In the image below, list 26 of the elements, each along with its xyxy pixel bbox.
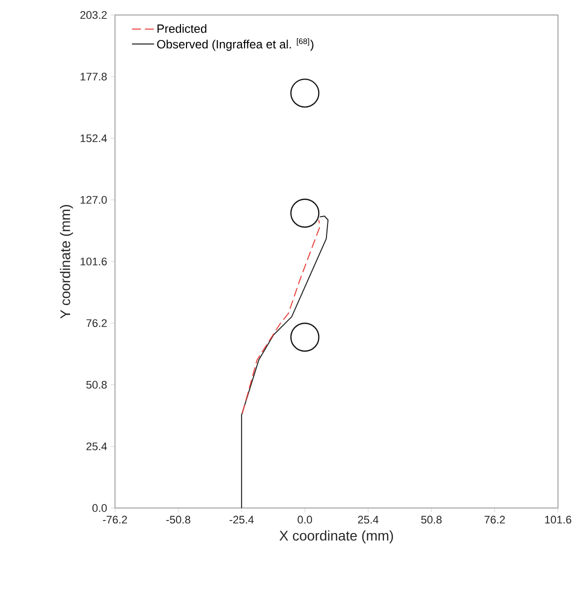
y-tick-label: 76.2 <box>86 319 107 328</box>
point <box>290 322 320 352</box>
y-tick-label: 177.8 <box>80 72 107 80</box>
x-tick-label: -25.4 <box>230 516 254 524</box>
y-axis-title: Y coordinate (mm) <box>60 205 73 319</box>
x-tick-label: 0.0 <box>298 516 312 524</box>
line-series <box>242 220 320 414</box>
point <box>290 198 320 228</box>
y-tick-label: 152.4 <box>80 134 107 142</box>
y-tick-label: 101.6 <box>80 258 107 266</box>
y-tick-label: 0.0 <box>92 504 107 512</box>
y-tick-label: 50.8 <box>86 380 107 389</box>
point <box>290 78 320 108</box>
y-tick-label: 25.4 <box>86 442 107 450</box>
legend-label: Predicted <box>158 24 206 33</box>
x-tick-label: -50.8 <box>166 516 190 524</box>
line-series <box>241 216 329 508</box>
x-axis-title: X coordinate (mm) <box>279 530 393 544</box>
y-tick-label: 127.0 <box>80 196 107 204</box>
legend-label: Observed (Ingraffea et al. $^{[68]}$) <box>157 38 314 51</box>
y-tick-label: 203.2 <box>80 11 107 19</box>
x-tick-label: 50.8 <box>421 516 442 524</box>
x-tick-label: 101.6 <box>545 516 572 524</box>
x-tick-label: -76.2 <box>102 516 127 524</box>
x-tick-label: 25.4 <box>358 516 378 524</box>
x-tick-label: 76.2 <box>484 516 505 524</box>
